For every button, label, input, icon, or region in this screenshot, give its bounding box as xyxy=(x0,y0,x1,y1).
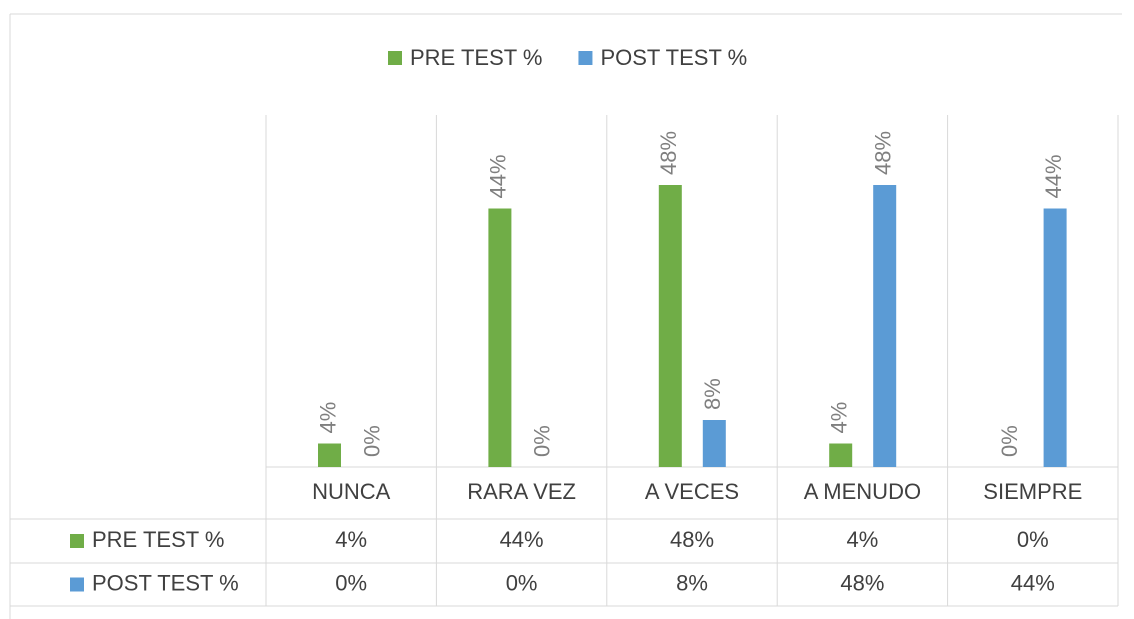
category-label: A MENUDO xyxy=(804,479,921,504)
table-row-label: POST TEST % xyxy=(92,570,239,595)
category-label: A VECES xyxy=(645,479,739,504)
value-label: 44% xyxy=(486,154,511,198)
table-legend-swatch xyxy=(70,577,84,592)
value-label: 0% xyxy=(359,425,384,457)
category-label: RARA VEZ xyxy=(467,479,576,504)
value-label: 4% xyxy=(827,402,852,434)
value-label: 48% xyxy=(656,131,681,175)
table-cell: 4% xyxy=(847,527,879,552)
value-label: 0% xyxy=(997,425,1022,457)
bar xyxy=(1043,208,1067,467)
table-cell: 8% xyxy=(676,570,708,595)
table-legend-swatch xyxy=(70,534,84,548)
bar xyxy=(829,443,853,467)
value-label: 48% xyxy=(871,131,896,175)
table-row-label: PRE TEST % xyxy=(92,527,224,552)
bar xyxy=(658,185,682,467)
bar xyxy=(318,443,341,467)
table-cell: 48% xyxy=(670,527,714,552)
table-cell: 0% xyxy=(506,570,538,595)
value-label: 4% xyxy=(315,402,340,434)
category-label: SIEMPRE xyxy=(983,479,1082,504)
value-label: 0% xyxy=(530,425,555,457)
table-cell: 48% xyxy=(840,570,884,595)
table-cell: 0% xyxy=(1017,527,1049,552)
legend-label: POST TEST % xyxy=(600,45,747,70)
table-cell: 44% xyxy=(1011,570,1055,595)
legend-swatch xyxy=(388,51,402,65)
table-cell: 44% xyxy=(500,527,544,552)
bar xyxy=(873,185,897,467)
table-cell: 4% xyxy=(335,527,367,552)
legend-swatch xyxy=(578,51,593,65)
table-cell: 0% xyxy=(335,570,367,595)
bar xyxy=(702,420,726,467)
category-label: NUNCA xyxy=(312,479,391,504)
value-label: 44% xyxy=(1041,154,1066,198)
legend-label: PRE TEST % xyxy=(410,45,542,70)
value-label: 8% xyxy=(700,378,725,410)
bar xyxy=(488,208,512,467)
